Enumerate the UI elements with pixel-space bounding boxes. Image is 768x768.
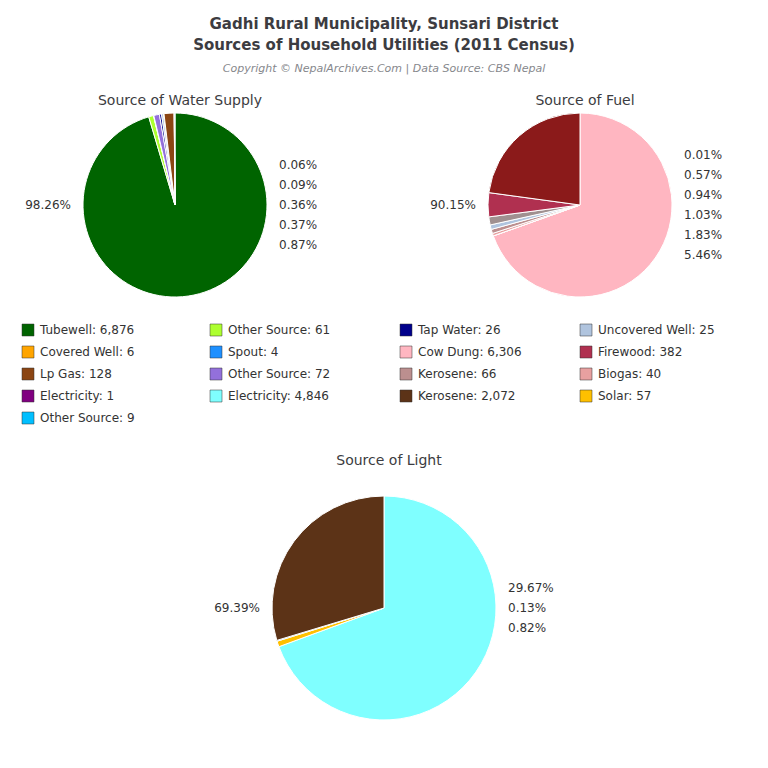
svg-text:1.03%: 1.03%	[684, 208, 722, 222]
svg-text:0.57%: 0.57%	[684, 168, 722, 182]
svg-text:29.67%: 29.67%	[508, 581, 554, 595]
svg-text:0.37%: 0.37%	[279, 218, 317, 232]
svg-text:Electricity: 4,846: Electricity: 4,846	[228, 389, 329, 403]
svg-text:Solar: 57: Solar: 57	[598, 389, 652, 403]
svg-text:Biogas: 40: Biogas: 40	[598, 367, 661, 381]
svg-text:Other Source: 72: Other Source: 72	[228, 367, 330, 381]
svg-text:Sources of Household Utilities: Sources of Household Utilities (2011 Cen…	[193, 36, 575, 54]
svg-text:5.46%: 5.46%	[684, 248, 722, 262]
svg-text:Kerosene: 2,072: Kerosene: 2,072	[418, 389, 516, 403]
svg-text:Cow Dung: 6,306: Cow Dung: 6,306	[418, 345, 522, 359]
svg-text:Other Source: 9: Other Source: 9	[40, 411, 135, 425]
svg-text:Electricity: 1: Electricity: 1	[40, 389, 114, 403]
svg-text:Source of Water Supply: Source of Water Supply	[98, 92, 262, 108]
svg-text:0.87%: 0.87%	[279, 238, 317, 252]
svg-text:Covered Well: 6: Covered Well: 6	[40, 345, 134, 359]
svg-text:98.26%: 98.26%	[25, 198, 71, 212]
svg-text:Lp Gas: 128: Lp Gas: 128	[40, 367, 112, 381]
svg-text:Source of Fuel: Source of Fuel	[535, 92, 634, 108]
svg-text:Tap Water: 26: Tap Water: 26	[417, 323, 501, 337]
svg-text:Firewood: 382: Firewood: 382	[598, 345, 682, 359]
svg-text:Other Source: 61: Other Source: 61	[228, 323, 330, 337]
svg-text:0.01%: 0.01%	[684, 148, 722, 162]
svg-text:90.15%: 90.15%	[430, 198, 476, 212]
svg-text:0.36%: 0.36%	[279, 198, 317, 212]
svg-text:Uncovered Well: 25: Uncovered Well: 25	[598, 323, 715, 337]
svg-text:0.13%: 0.13%	[508, 601, 546, 615]
svg-text:0.94%: 0.94%	[684, 188, 722, 202]
svg-text:0.09%: 0.09%	[279, 178, 317, 192]
svg-text:Gadhi Rural Municipality, Suns: Gadhi Rural Municipality, Sunsari Distri…	[210, 15, 559, 33]
svg-text:0.82%: 0.82%	[508, 621, 546, 635]
svg-text:69.39%: 69.39%	[214, 601, 260, 615]
svg-text:Copyright © NepalArchives.Com: Copyright © NepalArchives.Com | Data Sou…	[223, 62, 545, 75]
svg-text:Source of Light: Source of Light	[336, 452, 442, 468]
svg-text:1.83%: 1.83%	[684, 228, 722, 242]
svg-text:0.06%: 0.06%	[279, 158, 317, 172]
svg-text:Spout: 4: Spout: 4	[228, 345, 278, 359]
svg-text:Tubewell: 6,876: Tubewell: 6,876	[39, 323, 134, 337]
svg-text:Kerosene: 66: Kerosene: 66	[418, 367, 496, 381]
